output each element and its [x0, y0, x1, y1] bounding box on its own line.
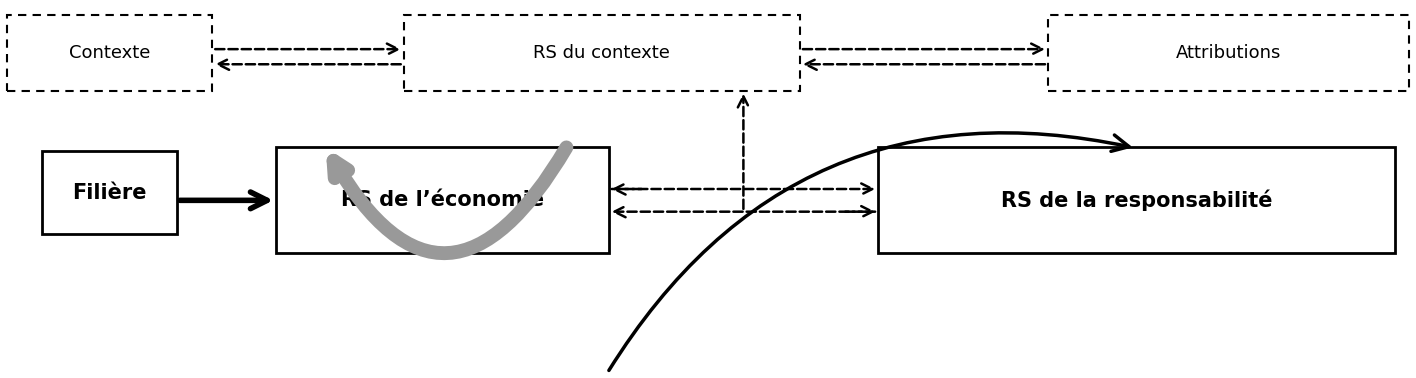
Text: RS de l’économie: RS de l’économie: [341, 191, 544, 210]
Text: Attributions: Attributions: [1175, 44, 1281, 62]
FancyBboxPatch shape: [276, 147, 609, 253]
FancyBboxPatch shape: [1048, 15, 1409, 91]
FancyBboxPatch shape: [42, 151, 177, 234]
FancyBboxPatch shape: [7, 15, 212, 91]
Text: RS de la responsabilité: RS de la responsabilité: [1001, 190, 1272, 211]
FancyBboxPatch shape: [878, 147, 1395, 253]
Text: Filière: Filière: [72, 183, 147, 203]
Text: RS du contexte: RS du contexte: [534, 44, 670, 62]
FancyBboxPatch shape: [404, 15, 800, 91]
Text: Contexte: Contexte: [69, 44, 150, 62]
